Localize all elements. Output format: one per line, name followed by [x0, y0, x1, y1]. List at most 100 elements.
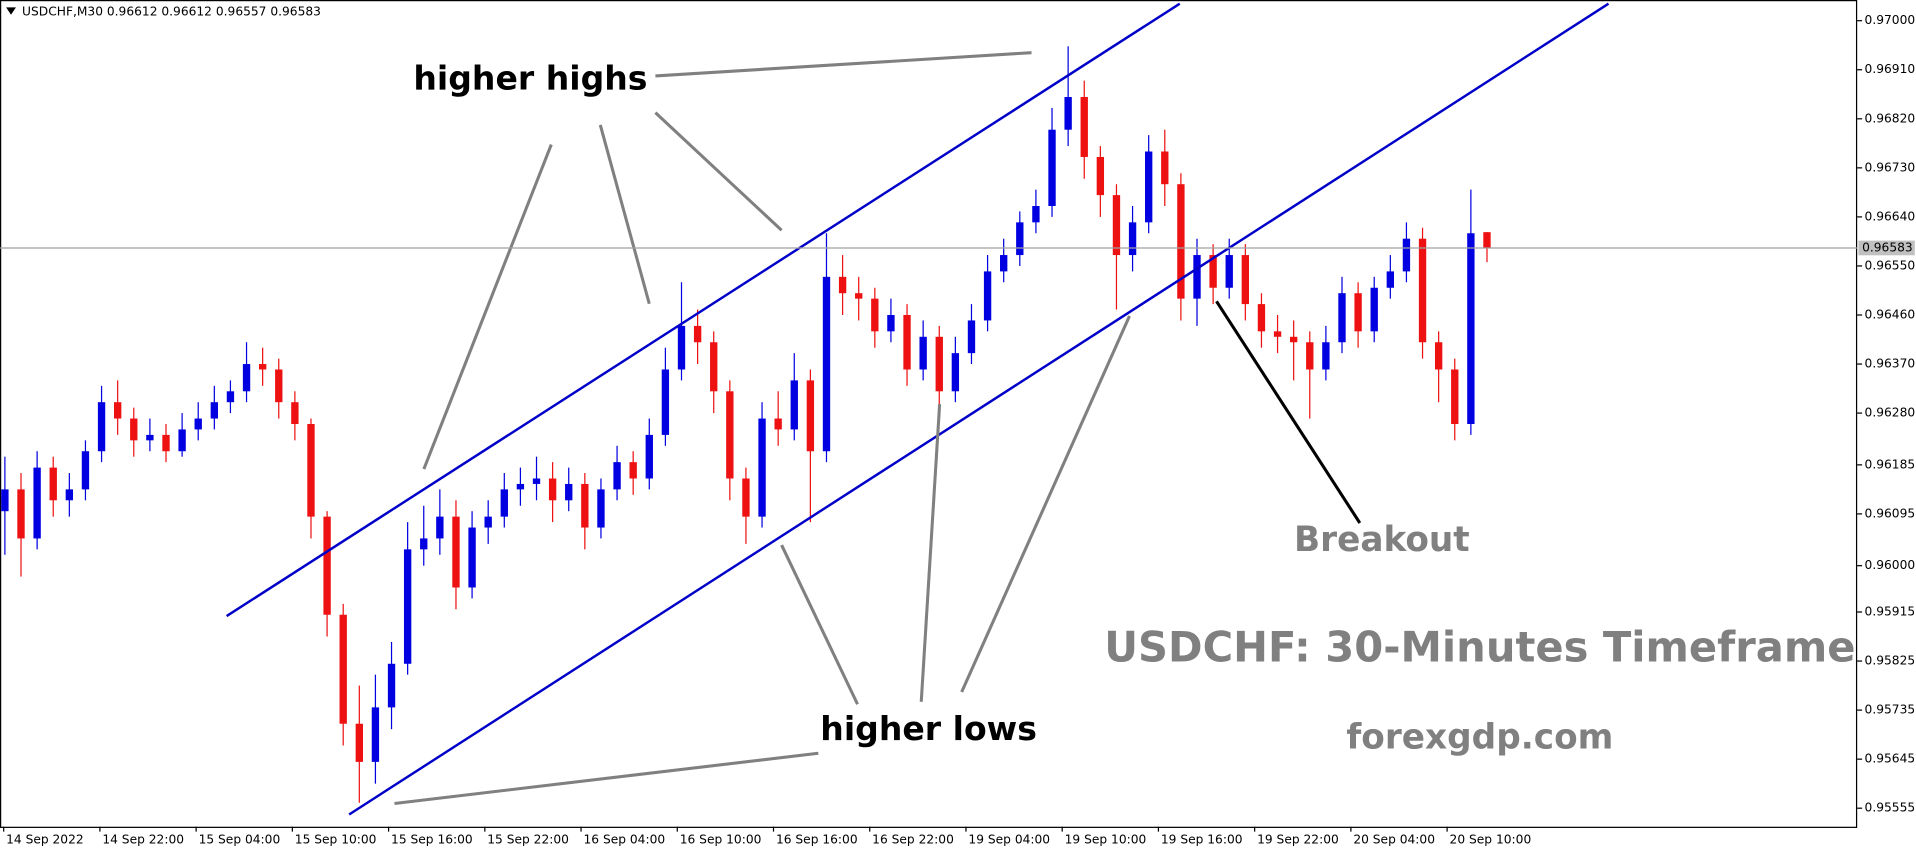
candle-body — [97, 402, 106, 452]
candle-body — [661, 369, 670, 435]
candle-body — [1451, 369, 1459, 424]
candle-body — [903, 314, 911, 370]
x-tick-label: 15 Sep 04:00 — [199, 833, 281, 847]
candle-body — [1128, 222, 1137, 256]
x-tick-label: 19 Sep 10:00 — [1065, 833, 1147, 847]
candle-body — [645, 434, 653, 479]
candle-body — [1225, 255, 1233, 288]
x-tick-label: 16 Sep 22:00 — [872, 833, 954, 847]
y-tick-label: 0.95825 — [1865, 654, 1916, 668]
candle-body — [758, 418, 766, 517]
candle-body — [17, 489, 25, 539]
annotation: higher highs — [413, 58, 647, 97]
y-tick-label: 0.96185 — [1865, 457, 1916, 471]
candle-body — [371, 707, 380, 762]
x-tick-label: 14 Sep 22:00 — [102, 833, 184, 847]
candle-body — [1402, 238, 1411, 272]
current-price-label: 0.96583 — [1862, 240, 1913, 254]
candle-body — [1, 489, 9, 512]
current-price-box — [1858, 240, 1915, 256]
candle-body — [130, 418, 138, 441]
candle-body — [871, 298, 879, 332]
candle-body — [420, 538, 428, 550]
candle-body — [967, 320, 976, 354]
candle-body — [1209, 255, 1217, 288]
candle-body — [693, 325, 702, 343]
candle-body — [1306, 342, 1314, 370]
candle-body — [339, 614, 347, 724]
candle-body — [1434, 342, 1443, 370]
y-tick-label: 0.95555 — [1865, 801, 1916, 815]
annotation: forexgdp.com — [1346, 717, 1613, 757]
pointer — [598, 124, 651, 305]
candle-body — [387, 663, 396, 708]
x-tick-label: 19 Sep 16:00 — [1161, 833, 1243, 847]
y-tick-label: 0.96280 — [1865, 406, 1916, 420]
x-tick-label: 14 Sep 2022 — [6, 833, 84, 847]
candle-body — [710, 342, 718, 392]
candles — [1, 46, 1491, 803]
x-tick-label: 15 Sep 22:00 — [487, 833, 569, 847]
candle-body — [1370, 287, 1378, 332]
y-tick-label: 0.96000 — [1865, 558, 1916, 572]
candle-body — [81, 451, 90, 490]
y-tick-label: 0.96550 — [1865, 258, 1916, 272]
candle-body — [935, 336, 943, 392]
pointer — [394, 751, 819, 805]
x-tick-label: 16 Sep 16:00 — [776, 833, 858, 847]
candle-body — [629, 462, 637, 479]
x-tick-label: 19 Sep 22:00 — [1257, 833, 1339, 847]
y-tick-label: 0.95915 — [1865, 605, 1916, 619]
candle-body — [597, 489, 605, 528]
candle-body — [500, 489, 508, 517]
candle-body — [613, 462, 621, 490]
pointers — [394, 51, 1131, 805]
candle-body — [1000, 255, 1008, 272]
candle-body — [468, 527, 476, 588]
x-tick-label: 15 Sep 10:00 — [295, 833, 377, 847]
candle-body — [1273, 331, 1282, 337]
chart-title: USDCHF,M30 0.96612 0.96612 0.96557 0.965… — [22, 5, 321, 19]
candle-body — [983, 271, 992, 321]
y-tick-label: 0.96820 — [1865, 111, 1916, 125]
candle-body — [742, 478, 750, 517]
candle-body — [65, 489, 74, 501]
candle-body — [1032, 206, 1040, 223]
candle-body — [516, 483, 525, 490]
candle-body — [1177, 184, 1185, 299]
candle-body — [226, 391, 235, 403]
candle-body — [919, 336, 927, 370]
candle-body — [1112, 195, 1121, 256]
candle-body — [275, 369, 283, 403]
x-tick-label: 16 Sep 10:00 — [680, 833, 762, 847]
candle-body — [323, 516, 331, 615]
y-tick-label: 0.96460 — [1865, 307, 1916, 321]
candle-body — [677, 325, 686, 370]
candle-body — [1048, 129, 1056, 207]
candle-body — [838, 276, 847, 294]
candle-body — [291, 402, 299, 424]
annotation: USDCHF: 30-Minutes Timeframe — [1104, 622, 1855, 671]
candle-body — [194, 418, 202, 430]
candle-body — [581, 483, 589, 528]
candle-body — [1080, 97, 1088, 157]
candle-body — [1354, 293, 1362, 332]
pointer — [919, 404, 942, 702]
candle-body — [258, 364, 267, 370]
candle-body — [162, 434, 170, 452]
y-tick-label: 0.95645 — [1865, 752, 1916, 766]
candle-body — [726, 391, 734, 479]
candle-body — [1289, 336, 1298, 343]
candle-body — [1322, 342, 1330, 370]
candle-body — [548, 478, 557, 501]
candle-body — [1193, 255, 1201, 299]
candle-body — [790, 380, 798, 430]
candle-body — [403, 549, 412, 664]
candle-body — [1145, 151, 1153, 223]
candle-body — [1064, 97, 1072, 130]
candle-body — [1386, 271, 1395, 288]
candle-body — [242, 364, 251, 392]
